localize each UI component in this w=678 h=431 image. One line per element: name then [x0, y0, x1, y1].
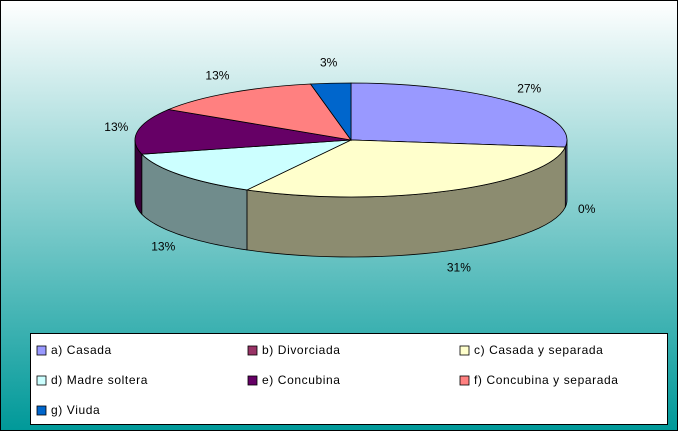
legend-label: c) Casada y separada	[474, 343, 603, 357]
legend-label: b) Divorciada	[262, 343, 341, 357]
data-label: 13%	[104, 120, 128, 134]
slice	[167, 83, 352, 141]
legend-label: a) Casada	[51, 343, 112, 357]
slice	[140, 139, 352, 191]
legend-swatch	[459, 345, 470, 356]
data-label: 13%	[205, 69, 229, 83]
slice	[309, 82, 352, 142]
legend	[30, 333, 668, 425]
legend-swatch	[36, 405, 47, 416]
legend-swatch	[247, 375, 258, 386]
legend-label: g) Viuda	[51, 403, 100, 417]
data-label: 0%	[578, 202, 596, 216]
data-label: 27%	[517, 81, 541, 95]
data-label: 31%	[447, 261, 471, 275]
legend-swatch	[36, 345, 47, 356]
legend-label: d) Madre soltera	[51, 373, 148, 387]
legend-label: f) Concubina y separada	[474, 373, 619, 387]
data-label: 13%	[151, 239, 175, 253]
data-label: 3%	[320, 56, 338, 70]
legend-swatch	[247, 345, 258, 356]
legend-label: e) Concubina	[262, 373, 341, 387]
legend-swatch	[36, 375, 47, 386]
slice	[245, 139, 566, 198]
legend-swatch	[459, 375, 470, 386]
slice	[134, 109, 352, 155]
slice	[350, 82, 568, 148]
